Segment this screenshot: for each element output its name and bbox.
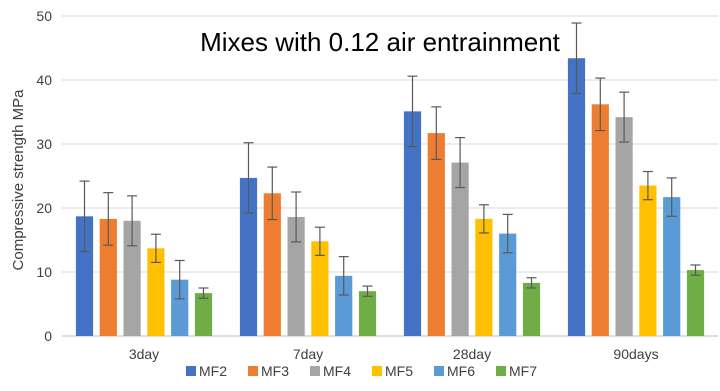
legend-swatch [434,366,444,376]
bar-mf4-7day [287,216,305,336]
error-bar-mf2-3day [79,180,90,253]
error-bar-mf5-7day [314,226,325,256]
bar-mf2-28day [403,111,422,336]
error-bar-mf6-3day [174,259,185,300]
bar-mf4-90days [615,117,633,337]
error-bar-mf5-3day [150,233,161,263]
legend-label: MF6 [447,363,475,379]
y-axis-label: Compressive strength MPa [10,89,27,271]
bar-mf2-7day [239,177,258,336]
error-bars [79,22,701,300]
x-tick-label: 7day [293,346,323,362]
bar-mf6-3day [171,279,189,336]
bar-mf2-90days [567,58,586,337]
bar-mf4-28day [451,162,469,336]
error-bar-mf4-28day [455,137,466,189]
bar-mf5-3day [147,248,165,336]
y-tick-labels: 0 10 20 30 40 50 [36,8,52,344]
error-bar-mf3-7day [267,166,278,221]
x-tick-label: 28day [453,346,491,362]
error-bar-mf7-7day [362,285,373,297]
bar-mf5-28day [475,218,493,336]
bar-mf7-28day [522,282,541,336]
y-tick-label: 20 [36,200,52,216]
error-bar-mf2-7day [243,142,254,214]
legend-item-mf3: MF3 [248,363,289,379]
bar-mf4-3day [123,220,141,336]
bar-mf3-7day [263,193,281,336]
bar-mf3-3day [99,218,117,336]
error-bar-mf7-28day [526,277,537,289]
legend-item-mf6: MF6 [434,363,475,379]
bar-mf6-28day [499,233,517,336]
legend-item-mf2: MF2 [186,363,227,379]
x-tick-label: 3day [129,346,159,362]
bar-mf5-7day [311,241,329,336]
y-tick-label: 10 [36,264,52,280]
legend-item-mf5: MF5 [372,363,413,379]
error-bar-mf2-90days [571,22,582,95]
legend-label: MF7 [509,363,537,379]
error-bar-mf4-90days [619,91,630,143]
error-bar-mf4-7day [291,191,302,243]
bar-mf2-3day [75,216,94,336]
legend-item-mf7: MF7 [496,363,537,379]
error-bar-mf3-3day [103,192,114,246]
error-bar-mf3-90days [595,77,606,132]
legend-item-mf4: MF4 [310,363,351,379]
error-bar-mf7-90days [690,264,701,276]
bar-mf7-3day [194,293,213,336]
legend-swatch [372,366,382,376]
y-tick-label: 30 [36,136,52,152]
error-bar-mf6-28day [502,213,513,254]
bar-mf7-90days [686,270,705,336]
error-bar-mf2-28day [407,75,418,148]
bar-mf6-7day [335,275,353,336]
legend: MF2 MF3 MF4 MF5 MF6 MF7 [186,363,537,379]
legend-swatch [310,366,320,376]
x-tick-label: 90days [613,346,658,362]
bar-mf7-7day [358,291,377,336]
error-bar-mf6-7day [338,256,349,296]
error-bar-mf5-28day [478,204,489,234]
bars [75,58,705,337]
y-tick-label: 50 [36,8,52,24]
legend-label: MF4 [323,363,351,379]
error-bar-mf3-28day [431,106,442,160]
legend-label: MF3 [261,363,289,379]
bar-mf3-28day [427,133,445,336]
legend-swatch [248,366,258,376]
error-bar-mf7-3day [198,287,209,299]
legend-label: MF2 [199,363,227,379]
legend-label: MF5 [385,363,413,379]
error-bar-mf6-90days [666,177,677,217]
bar-mf5-90days [639,185,657,336]
bar-mf6-90days [663,197,681,336]
legend-swatch [186,366,196,376]
error-bar-mf4-3day [127,195,138,247]
chart-title: Mixes with 0.12 air entrainment [200,27,561,57]
y-tick-label: 40 [36,72,52,88]
y-tick-label: 0 [44,328,52,344]
error-bar-mf5-90days [642,170,653,201]
x-tick-labels: 3day 7day 28day 90days [129,346,659,362]
bar-mf3-90days [591,104,609,336]
legend-swatch [496,366,506,376]
